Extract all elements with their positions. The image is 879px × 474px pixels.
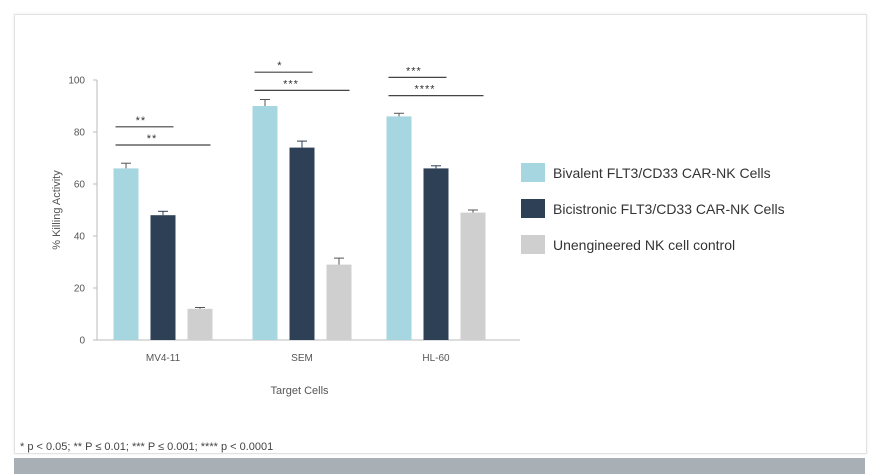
bar [113, 168, 139, 340]
y-tick-label: 100 [68, 76, 85, 87]
y-tick-label: 40 [74, 232, 86, 243]
legend-label: Bivalent FLT3/CD33 CAR-NK Cells [553, 165, 771, 181]
significance-label: **** [414, 84, 435, 96]
y-tick-label: 60 [74, 180, 86, 191]
bar [386, 116, 412, 341]
legend: Bivalent FLT3/CD33 CAR-NK Cells Bicistron… [521, 163, 785, 254]
bar [187, 308, 213, 340]
significance-label: * [277, 60, 282, 72]
x-axis-title: Target Cells [270, 385, 329, 397]
x-tick-label: SEM [291, 353, 313, 364]
legend-swatch [521, 235, 545, 254]
bar [423, 168, 449, 340]
legend-label: Unengineered NK cell control [553, 237, 735, 253]
y-tick-label: 80 [74, 128, 86, 139]
significance-label: *** [283, 78, 299, 90]
legend-swatch [521, 163, 545, 182]
significance-label: *** [406, 65, 422, 77]
significance-layer: *************** [115, 60, 484, 146]
legend-swatch [521, 199, 545, 218]
bottom-bar [14, 458, 865, 474]
y-tick-label: 20 [74, 284, 86, 295]
significance-label: ** [147, 133, 158, 145]
bar [460, 212, 486, 340]
bars-layer [113, 99, 486, 341]
bar [326, 264, 352, 340]
y-axis-title: % Killing Activity [51, 170, 63, 250]
significance-footnote: * p < 0.05; ** P ≤ 0.01; *** P ≤ 0.001; … [20, 441, 274, 453]
x-tick-label: MV4-11 [146, 353, 181, 364]
bar [252, 106, 278, 340]
legend-label: Bicistronic FLT3/CD33 CAR-NK Cells [553, 201, 785, 217]
y-tick-label: 0 [79, 336, 85, 347]
bar [150, 215, 176, 340]
x-tick-label: HL-60 [422, 353, 450, 364]
bar [289, 147, 315, 340]
significance-label: ** [136, 115, 147, 127]
axes-layer: 0 20 40 60 80 100 MV4-11 SEM HL-60 [68, 76, 520, 364]
